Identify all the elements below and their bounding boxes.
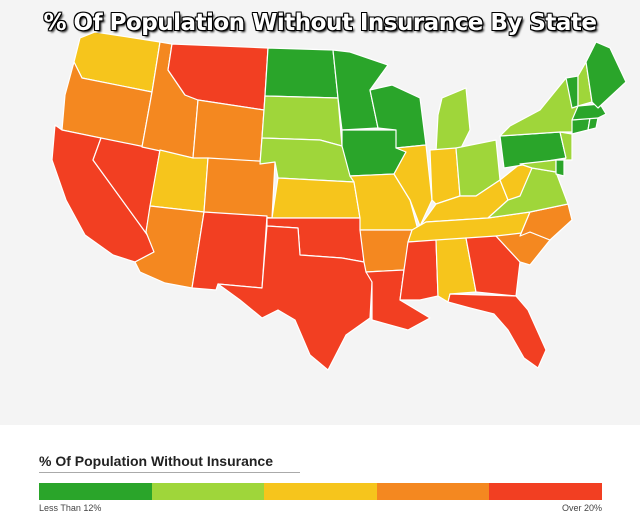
map-panel: % Of Population Without Insurance By Sta… (0, 0, 640, 425)
state-ks[interactable] (271, 177, 361, 219)
legend-swatch (264, 483, 377, 500)
state-de[interactable] (555, 159, 565, 177)
legend-swatch (39, 483, 152, 500)
legend-low-label: Less Than 12% (39, 503, 102, 513)
state-ri[interactable] (587, 117, 599, 131)
state-ga[interactable] (465, 235, 521, 297)
state-il[interactable] (393, 144, 433, 227)
state-nd[interactable] (264, 47, 339, 99)
state-wv[interactable] (499, 163, 533, 201)
state-me[interactable] (585, 41, 627, 109)
state-nm[interactable] (191, 211, 268, 291)
legend: % Of Population Without Insurance Less T… (0, 425, 640, 532)
legend-title: % Of Population Without Insurance (39, 453, 273, 469)
legend-color-scale (39, 483, 602, 500)
state-ut[interactable] (149, 149, 209, 213)
state-co[interactable] (203, 157, 276, 219)
state-mi[interactable] (435, 87, 471, 153)
legend-high-label: Over 20% (561, 503, 602, 513)
state-fl[interactable] (447, 293, 547, 369)
legend-swatch (151, 483, 265, 500)
state-wy[interactable] (192, 99, 265, 165)
state-tx[interactable] (217, 225, 373, 371)
state-ct[interactable] (571, 117, 591, 135)
map-title: % Of Population Without Insurance By Sta… (43, 10, 597, 36)
state-in[interactable] (429, 147, 461, 205)
legend-swatch (376, 483, 490, 500)
us-map (51, 31, 627, 371)
state-nj[interactable] (559, 131, 573, 161)
legend-divider (39, 472, 300, 473)
legend-swatch (489, 483, 602, 500)
